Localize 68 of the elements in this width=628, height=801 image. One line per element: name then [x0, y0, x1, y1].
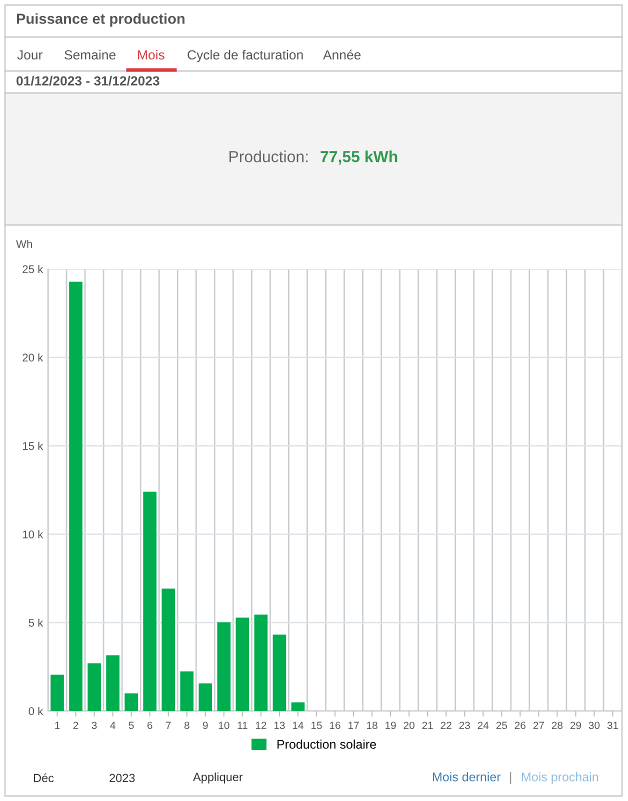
- bar: [88, 663, 101, 711]
- text: Déc: [34, 773, 54, 782]
- bar: [217, 622, 231, 711]
- x-tick-label: 3: [92, 722, 97, 730]
- y-tick-label: 15 k: [22, 442, 44, 450]
- x-tick-label: 18: [367, 722, 378, 730]
- x-tick-label: 11: [238, 722, 248, 729]
- y-axis-title: Wh: [16, 240, 32, 248]
- x-tick-label: 20: [404, 722, 414, 730]
- x-tick-label: 26: [514, 722, 526, 730]
- x-tick-label: 19: [386, 722, 396, 730]
- bar: [291, 702, 305, 711]
- x-tick-label: 12: [256, 722, 266, 729]
- x-tick-label: 15: [311, 722, 322, 730]
- x-tick-label: 24: [478, 722, 489, 729]
- text: Semaine: [64, 50, 116, 60]
- x-tick-label: 13: [274, 722, 285, 730]
- y-tick-label: 20 k: [22, 353, 44, 362]
- x-tick-label: 9: [202, 722, 208, 730]
- bar: [198, 683, 212, 711]
- x-tick-label: 17: [348, 722, 359, 729]
- x-tick-label: 25: [496, 722, 507, 730]
- text: |: [510, 772, 512, 784]
- chart-subtitle: 01/12/2023 - 31/12/2023: [16, 76, 160, 86]
- bar: [254, 614, 268, 711]
- text: Mois dernier: [433, 772, 501, 782]
- x-tick-label: 27: [533, 722, 544, 729]
- text: Mois prochain: [522, 772, 598, 784]
- text: 2023: [110, 774, 135, 782]
- bar: [162, 588, 176, 711]
- x-tick-label: 31: [607, 722, 618, 730]
- x-tick-label: 7: [166, 722, 171, 729]
- text: Mois: [138, 50, 164, 60]
- x-tick-label: 21: [422, 722, 433, 729]
- bar: [124, 693, 138, 711]
- text: 77,55 kWh: [320, 150, 398, 165]
- x-tick-label: 10: [218, 722, 230, 730]
- x-tick-label: 23: [459, 722, 470, 730]
- x-tick-label: 6: [147, 722, 152, 730]
- y-tick-label: 25 k: [22, 264, 44, 274]
- x-tick-label: 2: [73, 722, 78, 729]
- bar: [272, 634, 286, 711]
- x-tick-label: 29: [570, 722, 582, 730]
- text: Appliquer: [193, 772, 243, 784]
- bar: [143, 492, 157, 711]
- x-tick-label: 28: [552, 722, 563, 730]
- text: Cycle de facturation: [188, 50, 303, 62]
- text: Production:: [230, 150, 308, 162]
- bar: [236, 618, 250, 711]
- x-tick-label: 14: [292, 722, 304, 729]
- x-tick-label: 4: [110, 722, 116, 729]
- bar: [69, 282, 82, 711]
- text: Jour: [17, 50, 42, 60]
- x-tick-label: 1: [55, 722, 60, 729]
- x-tick-label: 16: [330, 722, 340, 730]
- bar: [106, 655, 120, 711]
- x-tick-label: 30: [588, 722, 600, 730]
- bar: [50, 674, 64, 711]
- y-tick-label: 0 k: [28, 706, 44, 716]
- x-tick-label: 8: [184, 722, 190, 730]
- bar: [180, 671, 194, 711]
- legend-label: Production solaire: [278, 740, 376, 749]
- x-tick-label: 22: [440, 722, 452, 729]
- chart-title: Puissance et production: [16, 13, 184, 27]
- y-tick-label: 5 k: [28, 618, 44, 627]
- text: Année: [323, 50, 361, 60]
- y-tick-label: 10 k: [22, 530, 44, 538]
- x-tick-label: 5: [128, 722, 134, 730]
